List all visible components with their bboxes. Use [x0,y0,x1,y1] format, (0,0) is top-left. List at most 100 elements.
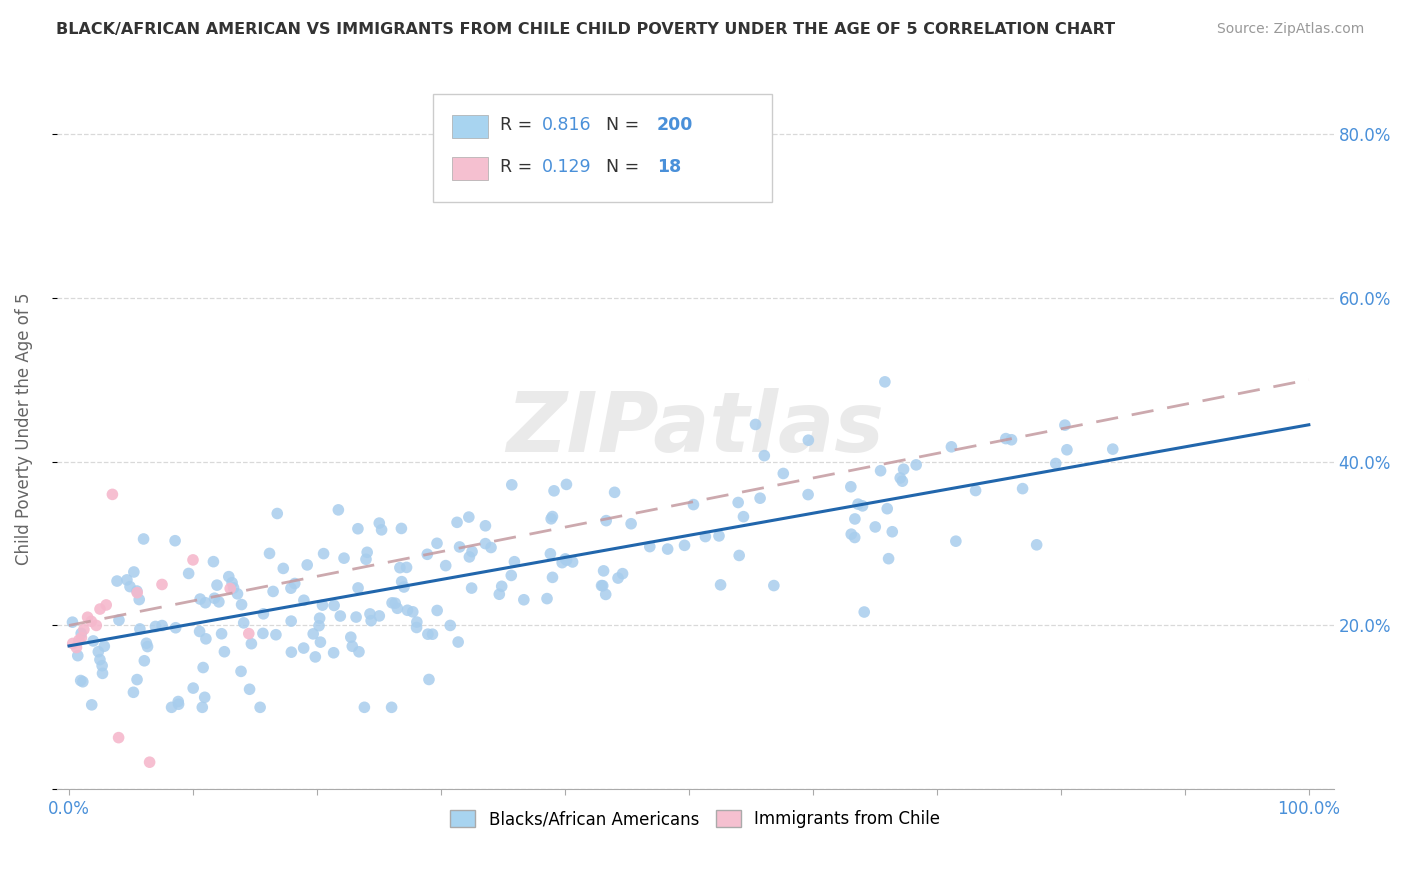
Point [238,626,260,640]
Point [595,514,617,528]
Point [797,433,820,447]
Point [91,666,114,681]
Point [1025,538,1047,552]
Point [191,700,214,714]
Point [188,624,211,639]
Point [107,731,129,745]
Point [328,503,350,517]
Point [93,639,115,653]
Point [73,623,96,637]
Point [396,603,419,617]
Point [595,587,617,601]
Point [538,547,561,561]
Point [551,556,574,570]
Point [370,523,392,537]
Point [222,581,245,595]
Point [218,569,240,583]
Point [211,626,233,640]
Point [249,700,271,714]
Point [96,598,118,612]
Point [262,584,284,599]
Point [682,498,704,512]
Point [208,595,231,609]
Point [329,609,352,624]
Point [295,558,318,572]
Point [354,552,377,566]
Text: N =: N = [606,117,644,135]
Point [122,685,145,699]
Point [710,578,733,592]
Point [312,547,335,561]
Point [491,579,513,593]
Point [844,531,866,545]
Point [309,635,332,649]
Point [214,645,236,659]
Point [84,618,107,632]
Point [202,555,225,569]
Point [612,566,634,581]
Point [501,478,523,492]
Point [191,660,214,674]
Point [554,552,576,566]
Point [101,487,124,501]
Text: 0.816: 0.816 [541,117,592,135]
Text: Source: ZipAtlas.com: Source: ZipAtlas.com [1216,22,1364,37]
Point [240,637,263,651]
Text: BLACK/AFRICAN AMERICAN VS IMMIGRANTS FROM CHILE CHILD POVERTY UNDER THE AGE OF 5: BLACK/AFRICAN AMERICAN VS IMMIGRANTS FRO… [56,22,1115,37]
Point [851,499,873,513]
Point [138,755,160,769]
Point [194,596,217,610]
Legend: Blacks/African Americans, Immigrants from Chile: Blacks/African Americans, Immigrants fro… [444,804,946,835]
Point [271,561,294,575]
Point [426,603,449,617]
Point [603,485,626,500]
Point [239,682,262,697]
Point [127,585,149,599]
Point [347,522,370,536]
Point [891,474,914,488]
Point [229,665,252,679]
Y-axis label: Child Poverty Under the Age of 5: Child Poverty Under the Age of 5 [15,293,32,566]
Point [501,568,523,582]
Point [62,615,84,629]
Point [125,673,148,687]
Point [839,480,862,494]
Point [304,649,326,664]
Point [446,516,468,530]
Point [167,698,190,712]
Point [292,593,315,607]
Point [259,546,281,560]
Point [657,542,679,557]
Point [877,551,900,566]
Point [145,619,167,633]
Point [460,581,482,595]
Point [65,640,87,655]
Point [252,626,274,640]
Point [388,560,411,574]
Point [381,596,404,610]
Point [728,549,751,563]
Point [108,613,131,627]
Text: 18: 18 [657,158,681,177]
Point [1053,418,1076,433]
Point [292,641,315,656]
Point [165,533,187,548]
Point [165,621,187,635]
Point [387,601,409,615]
Point [513,592,536,607]
Point [449,540,471,554]
Point [204,591,226,606]
Point [264,628,287,642]
Text: R =: R = [499,158,537,177]
Point [356,545,378,559]
Point [1045,457,1067,471]
Point [402,605,425,619]
Point [181,553,204,567]
Point [488,587,510,601]
Point [592,579,614,593]
Point [66,648,89,663]
Text: 0.129: 0.129 [541,158,592,177]
Point [82,634,104,648]
Point [308,618,330,632]
Point [122,565,145,579]
